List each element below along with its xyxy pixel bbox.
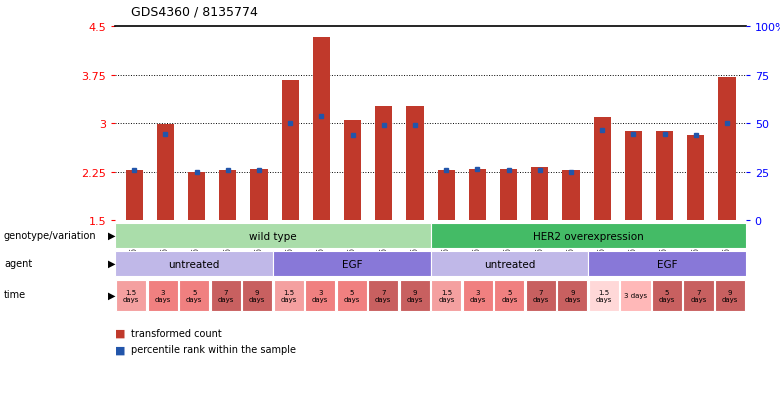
Bar [282,81,299,221]
Text: wild type: wild type [249,231,297,241]
Bar [531,168,548,221]
Text: 9
days: 9 days [722,290,738,302]
Text: 3
days: 3 days [312,290,328,302]
Bar [250,169,268,221]
Bar [463,280,493,311]
Bar [469,169,486,221]
Text: time: time [4,290,26,300]
Bar [147,280,178,311]
Bar [500,169,517,221]
Text: untreated: untreated [168,259,220,269]
Bar [305,280,335,311]
Bar [242,280,272,311]
Text: GDS4360 / 8135774: GDS4360 / 8135774 [131,6,258,19]
Text: 3
days: 3 days [154,290,171,302]
Bar [526,280,556,311]
Bar [718,77,736,221]
Bar [337,280,367,311]
Bar [683,280,714,311]
Text: 5
days: 5 days [344,290,360,302]
Text: 1.5
days: 1.5 days [123,290,140,302]
Bar [219,171,236,221]
Text: 5
days: 5 days [502,290,517,302]
Text: 7
days: 7 days [690,290,707,302]
Text: untreated: untreated [484,259,535,269]
Bar [115,224,431,248]
Text: 9
days: 9 days [564,290,580,302]
Bar [620,280,651,311]
Bar [656,132,673,221]
Bar [126,171,143,221]
Text: 5
days: 5 days [186,290,202,302]
Bar [588,252,746,276]
Bar [495,280,524,311]
Text: 1.5
days: 1.5 days [438,290,455,302]
Bar [188,173,205,221]
Bar [274,280,304,311]
Text: 1.5
days: 1.5 days [281,290,297,302]
Bar [589,280,619,311]
Bar [406,107,424,221]
Text: agent: agent [4,258,32,268]
Text: EGF: EGF [342,259,362,269]
Bar [157,125,174,221]
Text: ■: ■ [115,344,126,354]
Text: 7
days: 7 days [375,290,392,302]
Bar [368,280,399,311]
Text: transformed count: transformed count [131,328,222,338]
Bar [179,280,209,311]
Bar [431,252,588,276]
Text: 3 days: 3 days [624,293,647,299]
Text: ▶: ▶ [108,290,115,300]
Bar [399,280,430,311]
Bar [594,118,611,221]
Bar [273,252,431,276]
Bar [116,280,147,311]
Text: 1.5
days: 1.5 days [596,290,612,302]
Text: 9
days: 9 days [249,290,265,302]
Text: 7
days: 7 days [218,290,234,302]
Text: 3
days: 3 days [470,290,486,302]
Text: 7
days: 7 days [533,290,549,302]
Bar [344,121,361,221]
Text: 9
days: 9 days [406,290,423,302]
Bar [625,132,642,221]
Bar [438,171,455,221]
Bar [687,135,704,221]
Bar [562,171,580,221]
Text: ▶: ▶ [108,258,115,268]
Bar [714,280,745,311]
Text: EGF: EGF [657,259,677,269]
Text: genotype/variation: genotype/variation [4,230,97,240]
Text: percentile rank within the sample: percentile rank within the sample [131,344,296,354]
Bar [431,224,746,248]
Text: 5
days: 5 days [659,290,675,302]
Bar [431,280,462,311]
Text: HER2 overexpression: HER2 overexpression [533,231,643,241]
Bar [313,38,330,221]
Bar [557,280,587,311]
Text: ▶: ▶ [108,230,115,240]
Bar [211,280,241,311]
Bar [652,280,682,311]
Bar [115,252,273,276]
Text: ■: ■ [115,328,126,338]
Bar [375,107,392,221]
